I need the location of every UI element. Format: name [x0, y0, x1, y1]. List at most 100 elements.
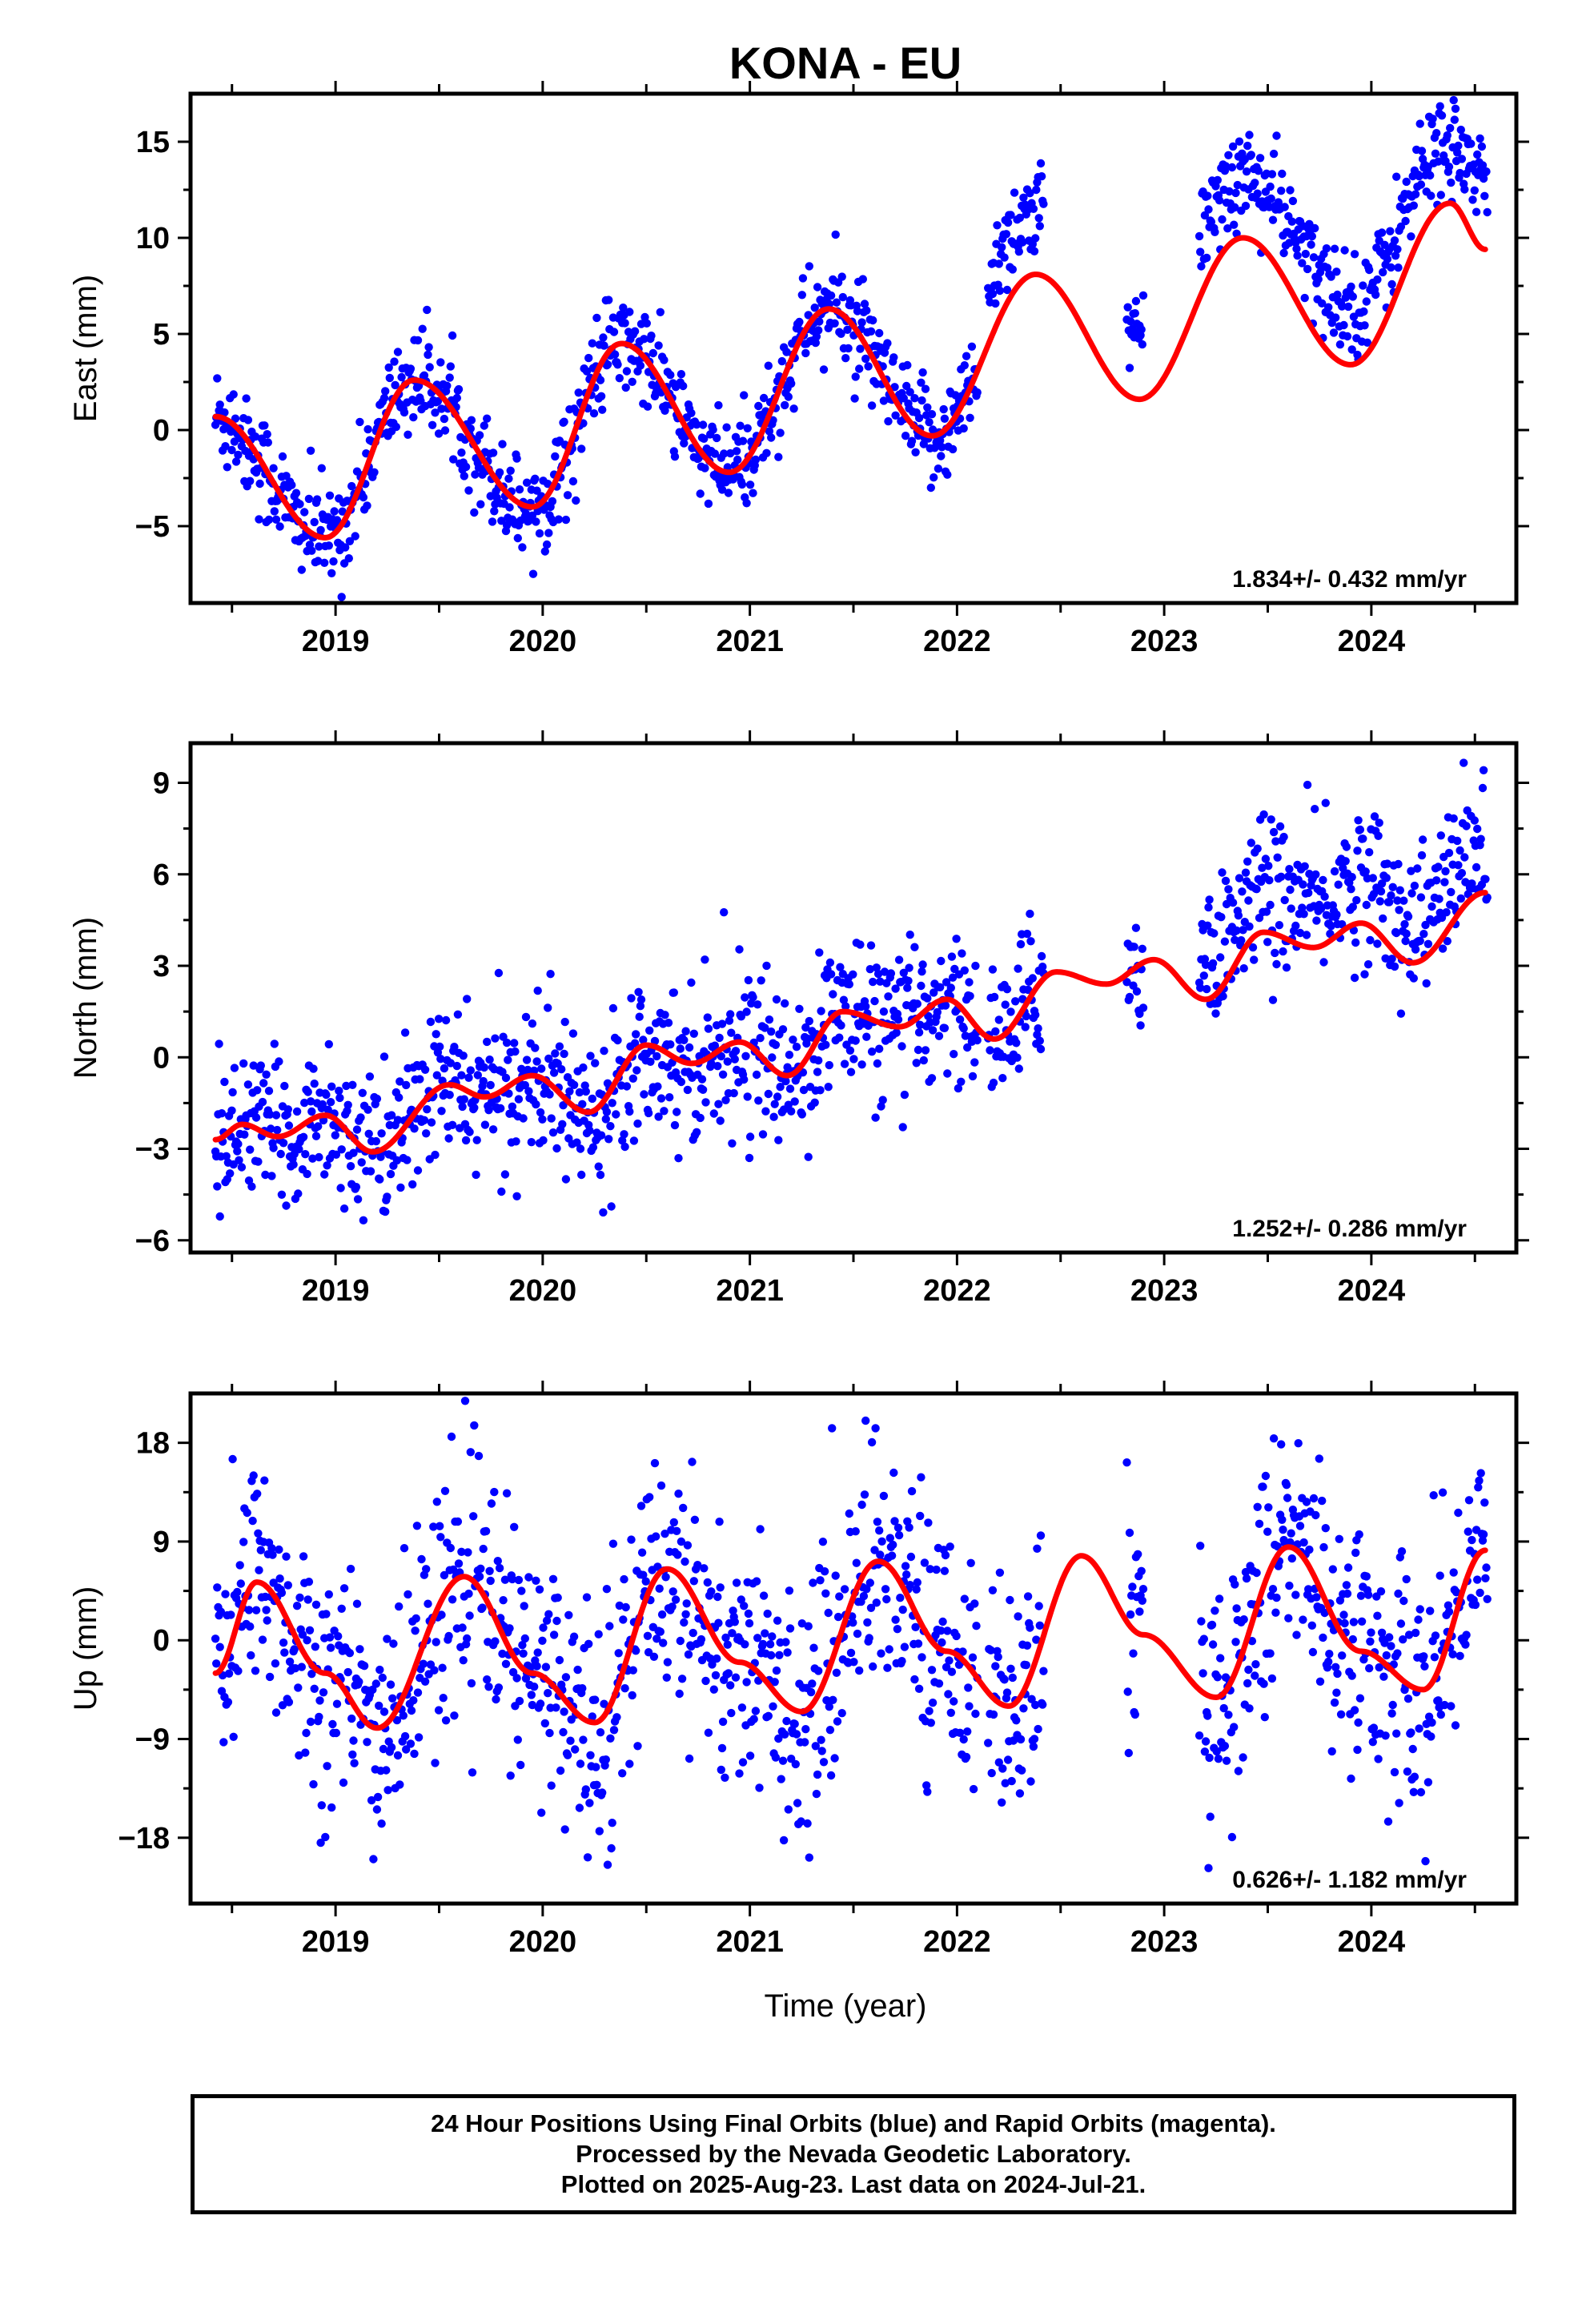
- data-point: [828, 1424, 837, 1433]
- data-point: [399, 1711, 408, 1720]
- data-point: [1327, 272, 1335, 281]
- data-point: [630, 327, 640, 336]
- data-point: [772, 995, 781, 1004]
- data-point: [905, 963, 913, 972]
- data-point: [1340, 246, 1349, 255]
- data-point: [588, 339, 596, 348]
- data-point: [891, 411, 900, 420]
- data-point: [1268, 215, 1278, 224]
- data-point: [386, 1169, 396, 1179]
- data-point: [1010, 188, 1019, 197]
- data-point: [1375, 1663, 1383, 1672]
- data-point: [962, 352, 971, 360]
- data-point: [308, 1154, 317, 1163]
- data-point: [946, 1542, 954, 1551]
- data-point: [865, 1578, 875, 1587]
- data-point: [1343, 332, 1352, 341]
- data-point: [537, 1064, 546, 1073]
- data-point: [383, 1786, 392, 1795]
- data-point: [825, 1726, 835, 1735]
- data-point: [866, 1603, 876, 1613]
- data-point: [1387, 1642, 1395, 1651]
- data-point: [994, 1652, 1002, 1662]
- x-tick-label: 2019: [302, 625, 370, 658]
- data-point: [298, 1630, 307, 1639]
- data-point: [1395, 906, 1403, 915]
- data-point: [600, 341, 608, 350]
- data-point: [474, 1451, 484, 1461]
- data-point: [1201, 1737, 1211, 1746]
- data-point: [1295, 1522, 1305, 1530]
- data-point: [875, 1044, 884, 1053]
- data-point: [1258, 863, 1267, 872]
- data-point: [625, 308, 634, 316]
- data-point: [991, 1662, 1000, 1671]
- data-point: [963, 1043, 972, 1052]
- data-point: [468, 1768, 477, 1777]
- data-point: [1355, 825, 1365, 834]
- data-point: [971, 961, 980, 971]
- data-point: [696, 489, 705, 498]
- data-point: [561, 515, 571, 525]
- data-point: [704, 1024, 713, 1033]
- data-point: [837, 329, 845, 338]
- x-tick-label: 2024: [1338, 1925, 1406, 1959]
- data-point: [448, 1120, 457, 1130]
- data-point: [633, 1119, 642, 1128]
- data-point: [521, 1012, 531, 1022]
- data-point: [227, 1610, 235, 1619]
- data-point: [391, 422, 400, 432]
- data-point: [1026, 1623, 1034, 1632]
- data-point: [436, 1055, 445, 1063]
- data-point: [1006, 1595, 1014, 1605]
- data-point: [1460, 853, 1469, 862]
- data-point: [830, 1754, 839, 1763]
- data-point: [685, 1754, 694, 1763]
- data-point: [1268, 1585, 1278, 1594]
- data-point: [422, 1565, 431, 1574]
- data-point: [466, 1448, 475, 1457]
- data-point: [708, 1660, 717, 1669]
- data-point: [1393, 1649, 1402, 1658]
- data-point: [934, 1679, 944, 1688]
- data-point: [480, 1063, 488, 1072]
- data-point: [1277, 1440, 1286, 1449]
- y-axis-label: Up (mm): [68, 1586, 103, 1711]
- data-point: [872, 1598, 881, 1607]
- data-point: [1285, 865, 1294, 874]
- data-point: [917, 378, 926, 387]
- data-point: [681, 1027, 690, 1035]
- data-point: [334, 1632, 343, 1641]
- x-tick-label: 2022: [923, 1274, 991, 1308]
- data-point: [385, 373, 394, 383]
- data-point: [1478, 1536, 1488, 1545]
- data-point: [1299, 880, 1307, 889]
- data-point: [235, 1156, 243, 1165]
- data-point: [729, 1606, 737, 1615]
- data-point: [606, 1734, 615, 1743]
- data-point: [371, 1679, 380, 1688]
- data-point: [1407, 1728, 1415, 1737]
- data-point: [1474, 1483, 1483, 1492]
- data-point: [998, 1764, 1007, 1773]
- data-point: [553, 1593, 562, 1602]
- data-point: [295, 500, 304, 509]
- data-point: [501, 1659, 511, 1668]
- data-point: [1253, 844, 1262, 853]
- data-point: [461, 1136, 471, 1145]
- data-point: [544, 1003, 552, 1012]
- data-point: [963, 1727, 972, 1736]
- y-tick-label: 9: [153, 1526, 170, 1559]
- data-point: [1374, 1755, 1383, 1763]
- data-point: [1443, 131, 1452, 140]
- data-point: [555, 1655, 564, 1665]
- data-point: [233, 1587, 242, 1597]
- y-tick-label: 0: [153, 414, 170, 448]
- data-point: [1335, 1596, 1345, 1605]
- data-point: [326, 1643, 335, 1652]
- data-point: [1222, 1756, 1231, 1765]
- data-point: [519, 1649, 528, 1658]
- data-point: [1462, 822, 1471, 830]
- data-point: [767, 1027, 776, 1036]
- data-point: [740, 391, 749, 400]
